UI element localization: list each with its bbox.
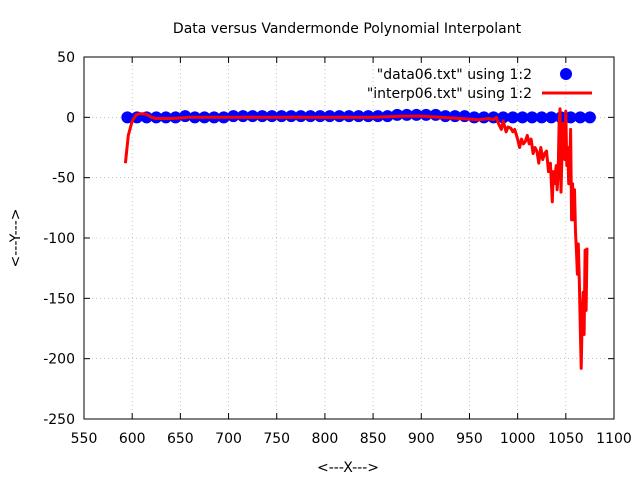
x-tick-label: 550 (71, 431, 98, 447)
chart-title: Data versus Vandermonde Polynomial Inter… (173, 21, 522, 37)
legend-label-interp: "interp06.txt" using 1:2 (367, 86, 532, 102)
x-tick-label: 700 (215, 431, 242, 447)
data-point (574, 111, 587, 124)
y-tick-label: -150 (43, 291, 75, 307)
x-tick-label: 900 (408, 431, 435, 447)
x-tick-label: 1100 (596, 431, 632, 447)
legend-label-data: "data06.txt" using 1:2 (377, 67, 532, 83)
y-tick-label: -100 (43, 231, 75, 247)
data-point (535, 111, 548, 124)
x-tick-labels: 550 600 650 700 750 800 850 900 950 1000 1050 1100 (71, 431, 632, 447)
legend-marker-data (560, 68, 572, 80)
x-tick-label: 1050 (548, 431, 584, 447)
data-point (506, 111, 519, 124)
data-point (121, 111, 134, 124)
data-point (526, 111, 539, 124)
y-axis-title: <---Y---> (8, 208, 24, 267)
data-point (516, 111, 529, 124)
x-tick-label: 950 (456, 431, 483, 447)
data-point (583, 111, 596, 124)
x-tick-label: 650 (167, 431, 194, 447)
x-tick-label: 600 (119, 431, 146, 447)
y-tick-label: -200 (43, 352, 75, 368)
plot-area (121, 107, 596, 370)
y-tick-label: 0 (66, 110, 75, 126)
x-tick-label: 1000 (500, 431, 536, 447)
x-axis-title: <---X---> (317, 460, 379, 476)
x-tick-label: 850 (360, 431, 387, 447)
y-tick-labels: -250 -200 -150 -100 -50 0 50 (43, 50, 75, 428)
plot-border (83, 56, 615, 420)
data-point (545, 111, 558, 124)
legend: "data06.txt" using 1:2 "interp06.txt" usi… (367, 67, 592, 102)
x-tick-label: 750 (263, 431, 290, 447)
data-point (564, 111, 577, 124)
y-tick-label: -50 (52, 171, 75, 187)
interpolant-line (123, 107, 589, 370)
data-point (497, 111, 510, 124)
y-tick-label: 50 (57, 50, 75, 66)
x-tick-label: 800 (312, 431, 339, 447)
y-tick-label: -250 (43, 412, 75, 428)
